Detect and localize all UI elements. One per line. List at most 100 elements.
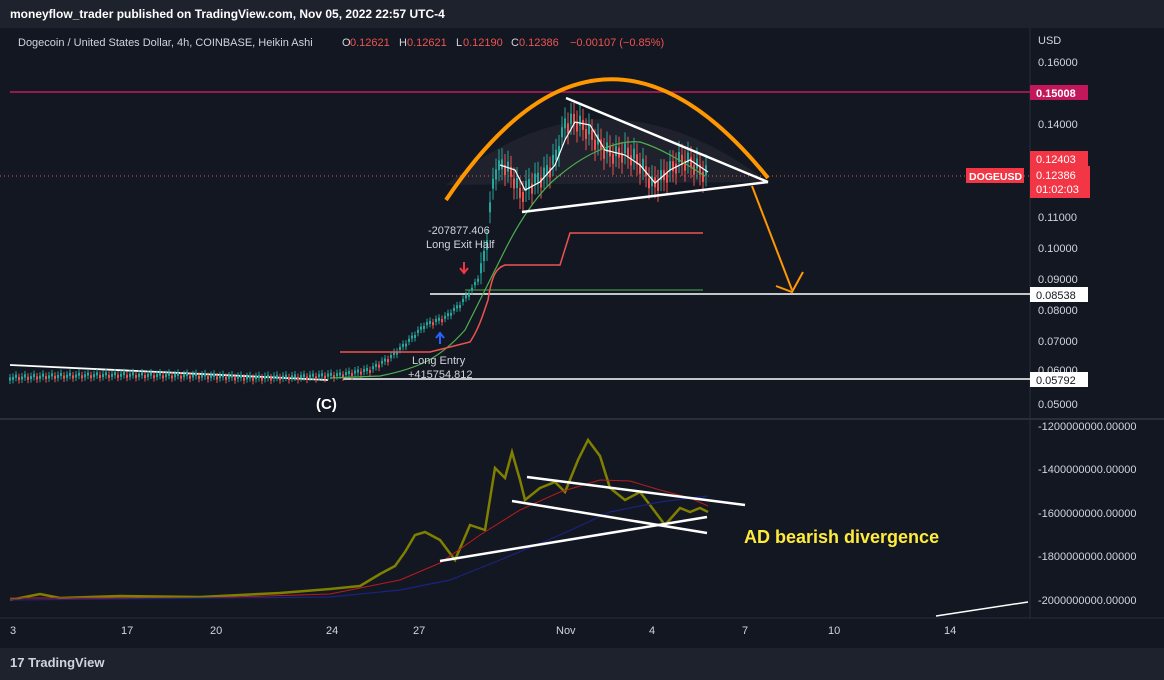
candle-body xyxy=(687,152,689,163)
candle-body xyxy=(12,376,14,380)
candle-body xyxy=(342,374,344,378)
candle-body xyxy=(435,318,437,322)
candle-body xyxy=(519,187,521,198)
candle-body xyxy=(93,374,95,378)
candle-body xyxy=(522,191,524,202)
ad-pane[interactable] xyxy=(0,420,1030,618)
candle-body xyxy=(585,129,587,140)
candle-body xyxy=(699,164,701,175)
candle-body xyxy=(279,377,281,381)
symbol-tag xyxy=(966,168,1024,183)
candle-body xyxy=(507,161,509,172)
candle-body xyxy=(291,375,293,379)
candle-body xyxy=(471,287,473,291)
candle-body xyxy=(222,374,224,378)
tradingview-brand-text: TradingView xyxy=(28,655,105,670)
candle-body xyxy=(114,372,116,376)
support-price-badge xyxy=(1030,372,1088,387)
candle-body xyxy=(684,160,686,171)
candle-body xyxy=(63,375,65,379)
rounding-top-arc[interactable] xyxy=(444,77,770,202)
candle-body xyxy=(171,375,173,379)
publish-info: moneyflow_trader published on TradingVie… xyxy=(0,0,1164,28)
ad-upper-trendline[interactable] xyxy=(526,475,746,507)
candle-body xyxy=(66,374,68,378)
candle-body xyxy=(456,305,458,309)
candle-body xyxy=(144,375,146,379)
candle-body xyxy=(528,179,530,190)
candle-body xyxy=(204,373,206,377)
candle-body xyxy=(258,375,260,379)
candle-body xyxy=(369,369,371,373)
candle-body xyxy=(225,376,227,380)
high-price-text: 0.12403 xyxy=(1036,154,1076,166)
candle-body xyxy=(78,372,80,376)
tradingview-logo[interactable]: 17 TradingView xyxy=(10,648,104,678)
candle-body xyxy=(678,152,680,163)
footer: 17 TradingView xyxy=(0,648,1164,680)
candle-body xyxy=(546,165,548,176)
candle-body xyxy=(600,139,602,150)
projection-arrow[interactable] xyxy=(751,185,793,291)
candle-body xyxy=(591,129,593,140)
candle-body xyxy=(618,147,620,158)
candle-body xyxy=(657,180,659,191)
target-price-text: 0.08538 xyxy=(1036,290,1076,302)
candle-body xyxy=(558,145,560,156)
candle-body xyxy=(96,372,98,376)
chart-area[interactable]: Dogecoin / United States Dollar, 4h, COI… xyxy=(0,28,1164,648)
candle-body xyxy=(675,163,677,174)
resistance-price-badge xyxy=(1030,85,1088,100)
candle-body xyxy=(513,178,515,189)
candle-body xyxy=(402,343,404,347)
candle-body xyxy=(648,178,650,189)
candle-body xyxy=(567,123,569,134)
candle-body xyxy=(501,159,503,170)
last-price-text: 0.12386 xyxy=(1036,170,1076,182)
wedge-upper-line[interactable] xyxy=(565,96,769,184)
wedge-lower-line[interactable] xyxy=(521,180,769,214)
price-pane[interactable] xyxy=(0,28,1030,418)
ad-lower-trendline[interactable] xyxy=(511,499,708,535)
candles[interactable] xyxy=(9,102,709,385)
candle-body xyxy=(372,366,374,370)
candle-body xyxy=(198,375,200,379)
price-tick: 0.05000 xyxy=(1038,399,1078,411)
candle-body xyxy=(27,376,29,380)
ad-rising-trendline[interactable] xyxy=(439,515,708,563)
candle-body xyxy=(414,334,416,338)
candle-body xyxy=(450,312,452,316)
candle-body xyxy=(297,376,299,380)
candle-body xyxy=(555,149,557,160)
candle-body xyxy=(531,183,533,194)
candle-body xyxy=(228,375,230,379)
candle-body xyxy=(636,154,638,165)
candle-body xyxy=(348,370,350,374)
candle-body xyxy=(366,368,368,372)
candle-body xyxy=(330,372,332,376)
candle-body xyxy=(264,375,266,379)
candle-body xyxy=(237,375,239,379)
candle-body xyxy=(333,375,335,379)
candle-body xyxy=(420,326,422,330)
candle-body xyxy=(429,320,431,324)
candle-body xyxy=(51,373,53,377)
candle-body xyxy=(510,166,512,177)
ad-blue-ma xyxy=(9,495,709,601)
candle-body xyxy=(489,202,491,213)
candle-body xyxy=(9,377,11,381)
candle-body xyxy=(423,325,425,329)
candle-body xyxy=(483,250,485,261)
candle-body xyxy=(516,178,518,189)
candle-body xyxy=(36,376,38,380)
price-tick: 0.09000 xyxy=(1038,274,1078,286)
time-tick: 4 xyxy=(649,625,655,637)
candle-body xyxy=(444,315,446,319)
candle-body xyxy=(84,374,86,378)
candle-body xyxy=(174,374,176,378)
candle-body xyxy=(639,163,641,174)
price-tick: 0.07000 xyxy=(1038,336,1078,348)
ad-offscreen-line[interactable] xyxy=(935,601,1029,617)
candle-body xyxy=(108,374,110,378)
candle-body xyxy=(447,313,449,317)
